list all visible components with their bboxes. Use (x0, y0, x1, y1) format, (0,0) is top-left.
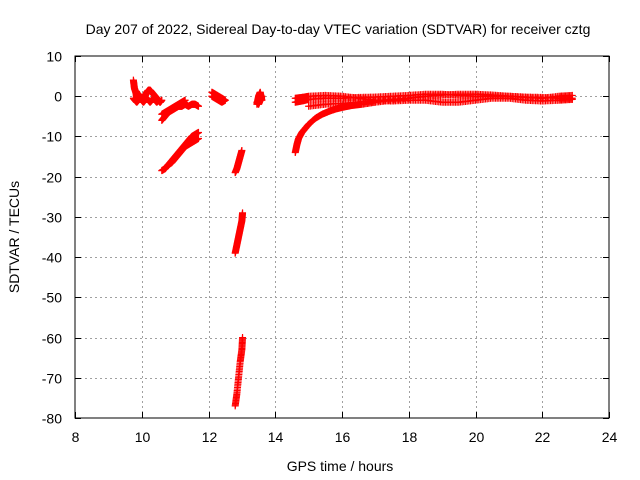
y-tick-label: -70 (42, 371, 62, 387)
data-point (238, 147, 246, 155)
x-tick-label: 8 (72, 429, 80, 445)
grid (75, 56, 609, 418)
plot-frame (74, 55, 610, 419)
x-axis-label: GPS time / hours (287, 458, 394, 474)
y-tick-label: -40 (42, 250, 62, 266)
data-point (258, 92, 266, 100)
data-point (239, 334, 247, 342)
x-tick-label: 18 (402, 429, 418, 445)
data-point (194, 134, 202, 142)
x-tick-label: 24 (602, 429, 618, 445)
data-point (221, 96, 229, 104)
y-tick-label: -30 (42, 210, 62, 226)
y-tick-label: -80 (42, 411, 62, 427)
y-tick-label: -20 (42, 170, 62, 186)
data-point (158, 96, 166, 104)
y-tick-label: -50 (42, 290, 62, 306)
x-tick-label: 22 (535, 429, 551, 445)
x-tick-label: 14 (268, 429, 284, 445)
y-tick-label: 10 (46, 49, 62, 65)
axis-ticks: 8 10 12 14 16 18 20 22 24 10 0 -10 -20 -30 -40 -50 -60 -7… (42, 49, 618, 446)
series-sdtvar (129, 76, 576, 410)
chart-title: Day 207 of 2022, Sidereal Day-to-day VTE… (86, 21, 591, 37)
x-tick-label: 12 (202, 429, 218, 445)
y-tick-label: 0 (54, 89, 62, 105)
y-tick-label: -10 (42, 129, 62, 145)
x-tick-label: 20 (469, 429, 485, 445)
y-axis-label: SDTVAR / TECUs (6, 181, 22, 293)
data-point (181, 96, 189, 104)
x-tick-label: 16 (335, 429, 351, 445)
data-point (239, 209, 247, 217)
x-tick-label: 10 (135, 429, 151, 445)
data-series (129, 76, 576, 410)
data-point (568, 91, 576, 99)
data-point (194, 128, 202, 136)
y-tick-label: -60 (42, 331, 62, 347)
data-point (194, 102, 202, 110)
